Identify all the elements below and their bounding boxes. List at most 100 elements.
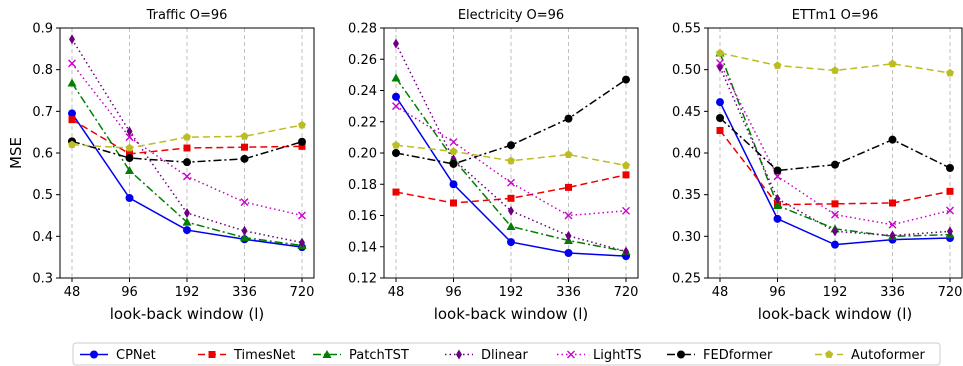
chart-panel-1: 48 96 192 336 720 0.3 0.4 0.5 0.6 0.7 0.8 0.9 Traffi… <box>7 8 315 323</box>
data-point-fedformer <box>392 149 400 157</box>
legend-entry-autoformer: Autoformer <box>815 348 925 363</box>
series-dlinear <box>717 62 953 241</box>
data-point-cpnet <box>716 98 724 107</box>
data-point-autoformer <box>507 156 515 165</box>
data-point-fedformer <box>507 141 515 150</box>
y-tick-label: 0.8 <box>32 63 53 78</box>
data-point-timesnet <box>889 199 896 207</box>
series-fedformer <box>716 114 954 175</box>
data-point-cpnet <box>773 214 782 223</box>
y-tick-label: 0.22 <box>348 115 377 130</box>
data-point-autoformer <box>946 68 954 77</box>
x-tick-label: 720 <box>614 285 639 300</box>
data-point-autoformer <box>622 161 630 169</box>
data-point-autoformer <box>125 143 134 152</box>
y-tick-label: 0.6 <box>32 147 53 162</box>
series-line-cpnet <box>719 101 951 246</box>
x-tick-label: 96 <box>121 285 138 300</box>
y-tick-label: 0.30 <box>672 230 701 245</box>
legend-box <box>72 342 941 366</box>
data-point-patchtst <box>391 73 401 82</box>
data-point-timesnet <box>392 188 400 196</box>
y-tick-label: 0.18 <box>348 178 377 193</box>
data-point-lightts <box>240 198 249 207</box>
series-autoformer <box>716 48 954 77</box>
data-point-timesnet <box>622 171 630 179</box>
data-point-lightts <box>564 211 573 220</box>
data-point-lightts <box>68 59 76 68</box>
series-line-dlinear <box>395 43 627 253</box>
chart-panel-3: 48 96 192 336 720 0.25 0.30 0.35 0.40 0.45 0.50 0.5… <box>672 8 963 323</box>
data-point-lightts <box>831 210 839 219</box>
data-point-dlinear <box>184 208 190 218</box>
x-tick-label: 96 <box>445 285 462 300</box>
data-point-autoformer <box>716 48 724 57</box>
data-point-cpnet <box>68 109 76 118</box>
y-tick-label: 0.3 <box>32 272 53 287</box>
data-point-fedformer <box>183 158 191 167</box>
data-point-timesnet <box>68 116 76 124</box>
legend-entry-patchtst: PatchTST <box>313 348 409 363</box>
y-tick-label: 0.40 <box>672 147 701 162</box>
legend-label: PatchTST <box>349 348 409 363</box>
data-point-timesnet <box>450 199 457 207</box>
data-point-fedformer <box>298 137 306 146</box>
x-axis-label: look-back window (l) <box>758 305 913 323</box>
chart-title: Traffic O=96 <box>146 8 228 23</box>
y-tick-label: 0.14 <box>348 240 377 255</box>
series-fedformer <box>392 75 630 168</box>
data-point-cpnet <box>183 226 191 235</box>
data-point-timesnet <box>946 187 954 195</box>
y-tick-label: 0.45 <box>672 105 701 120</box>
legend-marker <box>677 350 685 359</box>
legend-marker <box>825 350 833 358</box>
y-tick-label: 0.24 <box>348 84 377 99</box>
data-point-timesnet <box>183 144 191 152</box>
y-tick-label: 0.35 <box>672 188 701 203</box>
legend-label: LightTS <box>593 348 642 363</box>
x-tick-label: 48 <box>388 285 405 300</box>
legend-entry-dlinear: Dlinear <box>445 348 528 363</box>
legend-label: Dlinear <box>481 348 528 363</box>
data-point-fedformer <box>888 135 897 144</box>
y-tick-label: 0.4 <box>32 230 53 245</box>
data-point-lightts <box>183 172 191 181</box>
legend-marker <box>208 351 216 358</box>
x-axis-label: look-back window (l) <box>434 305 589 323</box>
series-lightts <box>716 59 954 229</box>
data-point-dlinear <box>393 38 399 49</box>
legend-marker <box>90 350 98 359</box>
data-point-lightts <box>507 178 515 187</box>
data-point-autoformer <box>449 147 458 155</box>
y-tick-label: 0.25 <box>672 272 701 287</box>
data-point-dlinear <box>241 225 248 236</box>
data-point-cpnet <box>125 194 134 202</box>
data-point-patchtst <box>240 233 249 242</box>
chart-panel-2: 48 96 192 336 720 0.12 0.14 0.16 0.18 0.20 0.22 0.2… <box>348 8 639 323</box>
data-point-timesnet <box>716 127 724 134</box>
data-point-dlinear <box>832 226 838 237</box>
data-point-lightts <box>392 102 400 111</box>
data-point-fedformer <box>125 154 134 162</box>
data-point-dlinear <box>623 246 629 257</box>
series-line-lightts <box>395 105 627 217</box>
data-point-cpnet <box>564 249 573 257</box>
data-point-cpnet <box>507 238 515 247</box>
x-tick-label: 336 <box>232 285 257 300</box>
data-point-patchtst <box>125 166 134 174</box>
data-point-lightts <box>773 172 782 181</box>
legend-marker <box>567 350 575 359</box>
chart-title: Electricity O=96 <box>458 8 564 23</box>
x-tick-label: 192 <box>499 285 524 300</box>
data-point-lightts <box>888 220 897 229</box>
series-patchtst <box>67 78 307 249</box>
series-autoformer <box>392 140 630 169</box>
legend-marker <box>322 350 332 358</box>
data-point-dlinear <box>889 230 896 241</box>
x-tick-label: 336 <box>556 285 581 300</box>
legend-label: CPNet <box>116 348 156 363</box>
data-point-autoformer <box>888 59 897 68</box>
series-timesnet <box>392 171 630 207</box>
y-tick-label: 0.7 <box>32 105 53 120</box>
